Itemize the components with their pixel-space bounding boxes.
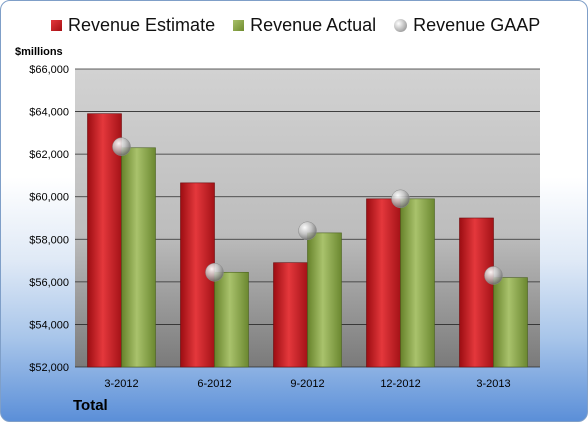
bar-revenue-actual (400, 198, 435, 368)
marker-revenue-gaap (112, 137, 131, 156)
legend-item-revenue-gaap: Revenue GAAP (394, 15, 540, 36)
legend-label-revenue-actual: Revenue Actual (250, 15, 377, 35)
bar-revenue-estimate (87, 113, 122, 368)
bar-revenue-actual (214, 271, 249, 368)
marker-revenue-gaap (298, 221, 317, 241)
legend-swatch-revenue-gaap (394, 19, 408, 32)
y-axis-unit-label: $millions (15, 46, 63, 58)
footer-total-label: Total (73, 397, 108, 414)
y-tick-label: $64,000 (29, 107, 69, 119)
legend-label-revenue-estimate: Revenue Estimate (68, 15, 216, 35)
x-tick-label: 6-2012 (197, 378, 231, 390)
marker-revenue-gaap (205, 263, 224, 282)
legend-item-revenue-actual: Revenue Actual (233, 15, 376, 36)
x-tick-label: 3-2012 (104, 378, 138, 390)
legend-label-revenue-gaap: Revenue GAAP (413, 15, 541, 35)
y-tick-label: $66,000 (29, 64, 69, 76)
legend-swatch-revenue-actual (233, 20, 245, 31)
chart-legend: Revenue Estimate Revenue Actual Revenue … (51, 15, 558, 36)
marker-revenue-gaap (391, 189, 410, 209)
y-tick-label: $56,000 (29, 277, 69, 289)
bar-revenue-estimate (273, 262, 308, 368)
x-tick-label: 12-2012 (380, 378, 420, 390)
y-tick-label: $52,000 (29, 362, 69, 374)
y-tick-label: $62,000 (29, 149, 69, 161)
legend-item-revenue-estimate: Revenue Estimate (51, 15, 215, 36)
y-tick-label: $54,000 (29, 319, 69, 331)
bar-revenue-estimate (366, 198, 401, 368)
y-tick-label: $58,000 (29, 234, 69, 246)
x-tick-label: 9-2012 (290, 378, 324, 390)
bar-revenue-actual (121, 147, 156, 368)
y-tick-label: $60,000 (29, 192, 69, 204)
bar-revenue-actual (493, 277, 528, 368)
bar-revenue-estimate (459, 217, 494, 368)
legend-swatch-revenue-estimate (51, 20, 62, 31)
x-tick-label: 3-2013 (476, 378, 510, 390)
bar-revenue-actual (307, 232, 342, 368)
marker-revenue-gaap (484, 266, 503, 285)
